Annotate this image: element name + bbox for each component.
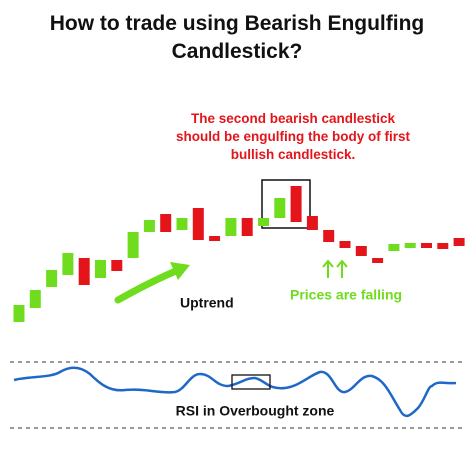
candle-body xyxy=(453,238,465,246)
candle-body xyxy=(78,258,90,285)
candle-body xyxy=(339,241,351,248)
candle-body xyxy=(13,305,25,322)
candle-body xyxy=(209,236,221,241)
candle-body xyxy=(62,253,74,275)
candle-body xyxy=(306,216,318,230)
candle-body xyxy=(388,244,400,251)
highlight-box xyxy=(261,179,311,229)
trend-arrow xyxy=(114,266,182,304)
candle-body xyxy=(143,220,155,232)
title: How to trade using Bearish Engulfing Can… xyxy=(49,12,425,63)
candle-body xyxy=(46,270,58,287)
candle-body xyxy=(323,230,335,242)
trend-label: Uptrend xyxy=(180,295,234,311)
candle-body xyxy=(274,198,286,218)
candle-body xyxy=(372,258,384,263)
candle-body xyxy=(95,260,106,278)
up-arrows xyxy=(322,259,348,278)
trend-arrowhead xyxy=(170,262,190,280)
candle-body xyxy=(241,218,253,236)
candle-body xyxy=(225,218,237,236)
candle-body xyxy=(290,186,302,222)
candle-body xyxy=(437,243,449,249)
falling-label: Prices are falling xyxy=(290,287,402,303)
annotation: The second bearish candlestick should be… xyxy=(176,111,410,162)
rsi-highlight-box xyxy=(231,374,271,390)
candle-body xyxy=(127,232,139,258)
candle-body xyxy=(192,208,204,240)
candle-body xyxy=(355,246,367,256)
candle-body xyxy=(29,290,41,308)
candle-body xyxy=(160,214,172,232)
rsi-label: RSI in Overbought zone xyxy=(176,403,335,419)
candle-body xyxy=(111,260,123,271)
candle-body xyxy=(421,243,432,248)
rsi-line xyxy=(13,366,457,418)
candle-body xyxy=(404,243,416,248)
candle-body xyxy=(258,218,269,226)
candle-body xyxy=(176,218,188,230)
